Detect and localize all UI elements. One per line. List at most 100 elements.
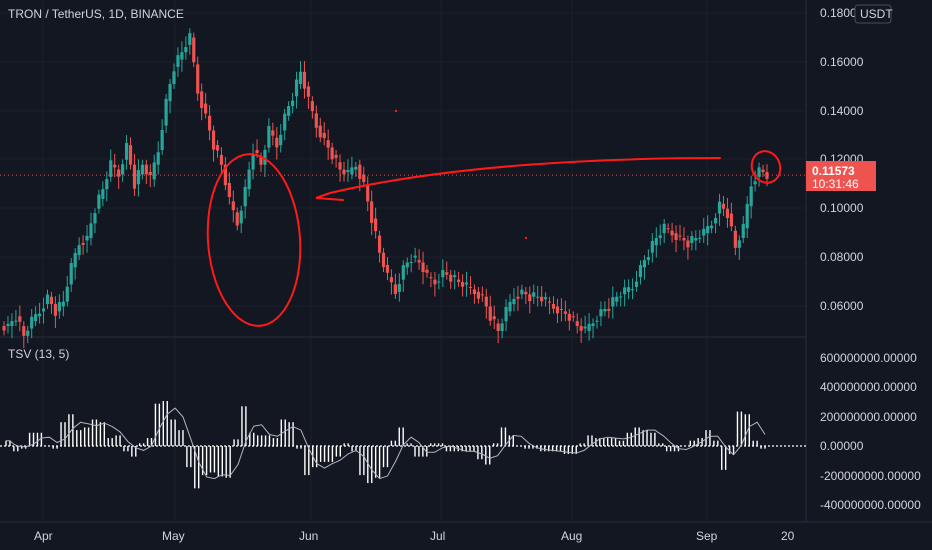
candle-body xyxy=(200,91,204,108)
candle-body xyxy=(287,106,291,116)
candle-body xyxy=(532,292,536,297)
candle-body xyxy=(57,302,61,312)
candle-body xyxy=(231,201,235,211)
candle-body xyxy=(180,52,184,60)
candle-body xyxy=(279,134,283,146)
candle-body xyxy=(397,284,401,292)
candle-body xyxy=(662,223,666,234)
currency-badge[interactable]: USDT xyxy=(854,4,893,24)
candle-body xyxy=(30,316,34,329)
candle-body xyxy=(453,275,457,278)
candle-body xyxy=(291,100,295,107)
candle-body xyxy=(101,189,105,199)
candle-body xyxy=(176,55,180,67)
candle-body xyxy=(500,323,504,331)
candle-body xyxy=(492,316,496,320)
candle-body xyxy=(765,172,769,179)
candle-body xyxy=(737,240,741,248)
candle-body xyxy=(717,201,722,214)
candle-body xyxy=(124,142,129,160)
last-price-countdown: 10:31:46 xyxy=(812,177,859,191)
candle-body xyxy=(223,164,227,186)
candle-body xyxy=(314,113,318,128)
indicator-tick: 200000000.00000 xyxy=(820,410,917,424)
candle-body xyxy=(192,37,196,63)
candle-body xyxy=(346,170,350,173)
candle-body xyxy=(326,140,330,148)
candle-body xyxy=(449,274,453,282)
candle-body xyxy=(559,308,564,310)
candle-body xyxy=(496,323,500,331)
candle-body xyxy=(713,218,718,224)
candle-body xyxy=(381,252,386,268)
candle-body xyxy=(567,313,571,321)
candle-body xyxy=(263,149,267,165)
candle-body xyxy=(666,228,670,230)
candle-body xyxy=(310,101,314,112)
candle-body xyxy=(433,279,437,285)
candle-body xyxy=(366,184,370,202)
time-tick: Jul xyxy=(430,529,445,543)
candle-body xyxy=(733,230,737,248)
candle-body xyxy=(18,316,22,322)
candle-body xyxy=(650,240,654,253)
candle-body xyxy=(168,84,172,102)
candle-body xyxy=(267,126,271,148)
candle-body xyxy=(358,164,362,179)
candle-body xyxy=(630,289,635,291)
indicator-tick: -200000000.00000 xyxy=(820,469,921,483)
candle-body xyxy=(330,147,334,160)
candle-body xyxy=(89,223,93,239)
oscillator-signal-line xyxy=(6,407,766,480)
candle-body xyxy=(437,281,441,283)
candle-body xyxy=(587,323,591,331)
annotations xyxy=(206,109,782,327)
time-tick: Jun xyxy=(299,529,318,543)
candle-body xyxy=(204,103,208,114)
time-axis: Apr May Jun Jul Aug Sep 20 xyxy=(34,529,795,543)
candle-body xyxy=(607,308,611,311)
candle-body xyxy=(638,265,643,278)
candle-body xyxy=(109,160,113,177)
candle-body xyxy=(271,130,275,136)
last-price-tag: 0.11573 10:31:46 xyxy=(806,161,876,191)
candle-body xyxy=(686,240,690,248)
indicator-axis: 600000000.00000 400000000.00000 20000000… xyxy=(820,351,921,512)
candle-body xyxy=(611,297,615,307)
indicator-tick: 600000000.00000 xyxy=(820,351,917,365)
oscillator-series xyxy=(0,401,806,489)
candle-body xyxy=(49,296,54,305)
candle-body xyxy=(318,125,322,138)
candle-body xyxy=(646,257,650,261)
candle-body xyxy=(484,296,488,307)
candle-body xyxy=(591,323,595,327)
time-tick: 20 xyxy=(781,529,795,543)
candle-body xyxy=(674,233,678,241)
candle-body xyxy=(583,326,587,329)
candle-body xyxy=(547,301,552,303)
candle-body xyxy=(121,164,125,175)
candle-body xyxy=(255,150,259,153)
candle-body xyxy=(603,308,607,312)
candle-body xyxy=(670,230,674,236)
candle-body xyxy=(374,218,378,232)
candle-body xyxy=(188,33,192,45)
candle-body xyxy=(745,204,749,229)
candle-body xyxy=(45,294,50,305)
candle-body xyxy=(85,235,89,241)
candle-body xyxy=(73,252,77,268)
candle-body xyxy=(706,226,710,234)
candle-body xyxy=(536,296,540,298)
candle-body xyxy=(468,286,473,288)
candle-body xyxy=(298,71,303,85)
price-tick: 0.06000 xyxy=(820,299,864,313)
candle-body xyxy=(761,169,765,173)
candle-body xyxy=(26,330,30,336)
candle-body xyxy=(105,179,109,190)
candle-body xyxy=(69,262,73,285)
candle-body xyxy=(563,311,567,314)
candle-body xyxy=(627,287,631,292)
candle-body xyxy=(275,137,279,148)
candle-body xyxy=(113,164,117,168)
annotation-dot xyxy=(394,109,398,113)
